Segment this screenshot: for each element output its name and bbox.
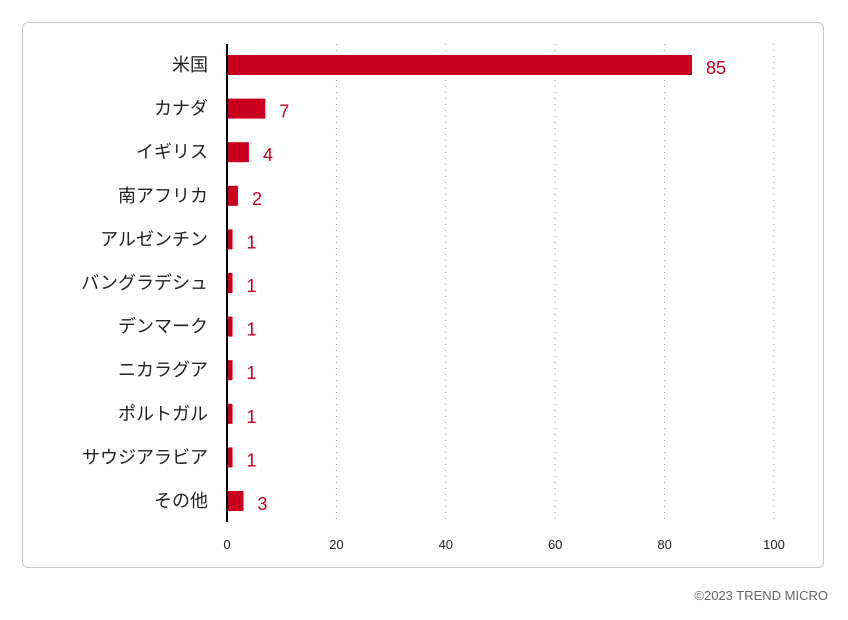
category-label: 南アフリカ [118, 186, 208, 207]
category-label: サウジアラビア [82, 447, 208, 468]
bar [227, 491, 244, 511]
bar [227, 142, 249, 163]
value-label: 1 [246, 450, 256, 470]
bar [227, 229, 233, 250]
value-label: 85 [706, 58, 726, 78]
category-label: 米国 [172, 55, 208, 76]
bar [227, 403, 233, 424]
category-label: その他 [154, 491, 208, 512]
x-tick-label: 20 [329, 537, 343, 552]
value-label: 1 [246, 276, 256, 296]
bar [227, 316, 233, 337]
bar [227, 55, 692, 75]
category-label: デンマーク [118, 317, 208, 338]
x-tick-label: 100 [763, 537, 785, 552]
bar [227, 185, 238, 206]
x-tick-label: 60 [548, 537, 562, 552]
bar [227, 447, 233, 468]
category-label: イギリス [136, 142, 208, 163]
value-label: 1 [246, 407, 256, 427]
x-tick-label: 80 [657, 537, 671, 552]
value-label: 1 [246, 363, 256, 383]
value-label: 3 [257, 494, 267, 514]
category-label: ニカラグア [118, 360, 208, 381]
value-label: 2 [252, 189, 262, 209]
x-tick-label: 40 [439, 537, 453, 552]
value-label: 1 [246, 320, 256, 340]
value-label: 1 [246, 232, 256, 252]
category-label: カナダ [154, 99, 208, 120]
value-label: 4 [263, 145, 273, 165]
x-tick-label: 0 [223, 537, 230, 552]
bar [227, 273, 233, 293]
chart-frame [22, 22, 824, 568]
category-label: アルゼンチン [100, 229, 208, 250]
bar [227, 98, 266, 119]
value-label: 7 [279, 102, 289, 122]
category-label: バングラデシュ [81, 273, 208, 294]
bar [227, 360, 233, 381]
category-label: ポルトガル [118, 404, 208, 425]
copyright-text: ©2023 TREND MICRO [694, 588, 828, 603]
